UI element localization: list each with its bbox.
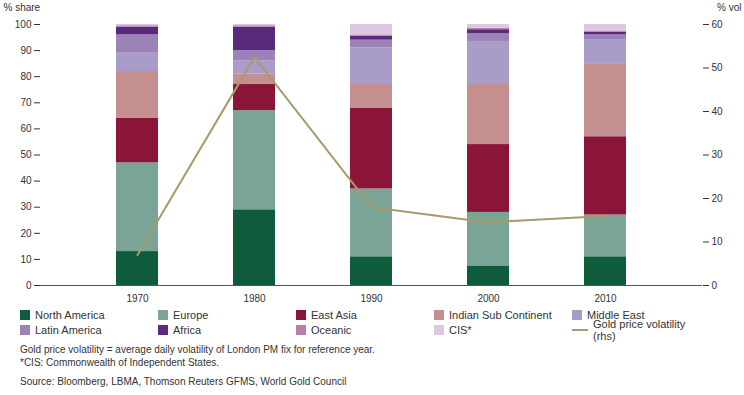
html-text:CIS*: CIS* [449,323,472,336]
svg-text:50: 50 [20,149,32,160]
svg-text:% vol: % vol [717,2,741,13]
svg-text:70: 70 [20,97,32,108]
svg-text:20: 20 [712,193,724,204]
html-text:Source: Bloomberg, LBMA, Thoms: Source: Bloomberg, LBMA, Thomson Reuters… [20,376,347,387]
html-text:Oceanic: Oceanic [311,323,352,336]
svg-text:10: 10 [20,254,32,265]
svg-text:40: 40 [20,175,32,186]
svg-text:0: 0 [712,280,718,291]
svg-text:1980: 1980 [243,293,266,304]
svg-text:1970: 1970 [126,293,149,304]
svg-text:90: 90 [20,45,32,56]
svg-text:20: 20 [20,228,32,239]
svg-text:60: 60 [20,123,32,134]
html-text:Gold price volatility = averag: Gold price volatility = average daily vo… [20,344,375,355]
svg-text:0: 0 [26,280,32,291]
svg-text:50: 50 [712,62,724,73]
svg-text:1990: 1990 [360,293,383,304]
svg-text:30: 30 [20,201,32,212]
html-text:Europe: Europe [173,308,209,321]
svg-text:2010: 2010 [594,293,617,304]
svg-text:60: 60 [712,19,724,30]
svg-text:80: 80 [20,71,32,82]
svg-text:100: 100 [15,19,32,30]
svg-text:% share: % share [4,2,41,13]
html-text:*CIS: Commonwealth of Independ: *CIS: Commonwealth of Independent States… [20,357,219,368]
html-text:Middle East: Middle East [587,308,645,321]
html-text:North America: North America [35,308,105,321]
html-text:Latin America: Latin America [35,323,102,336]
html-text:Africa: Africa [173,323,202,336]
svg-text:2000: 2000 [477,293,500,304]
svg-text:10: 10 [712,236,724,247]
html-text:Indian Sub Continent: Indian Sub Continent [449,308,552,321]
html-text:Gold price volatility (rhs): Gold price volatility (rhs) [593,317,686,342]
svg-text:40: 40 [712,106,724,117]
html-text:East Asia: East Asia [311,308,357,321]
svg-text:30: 30 [712,149,724,160]
